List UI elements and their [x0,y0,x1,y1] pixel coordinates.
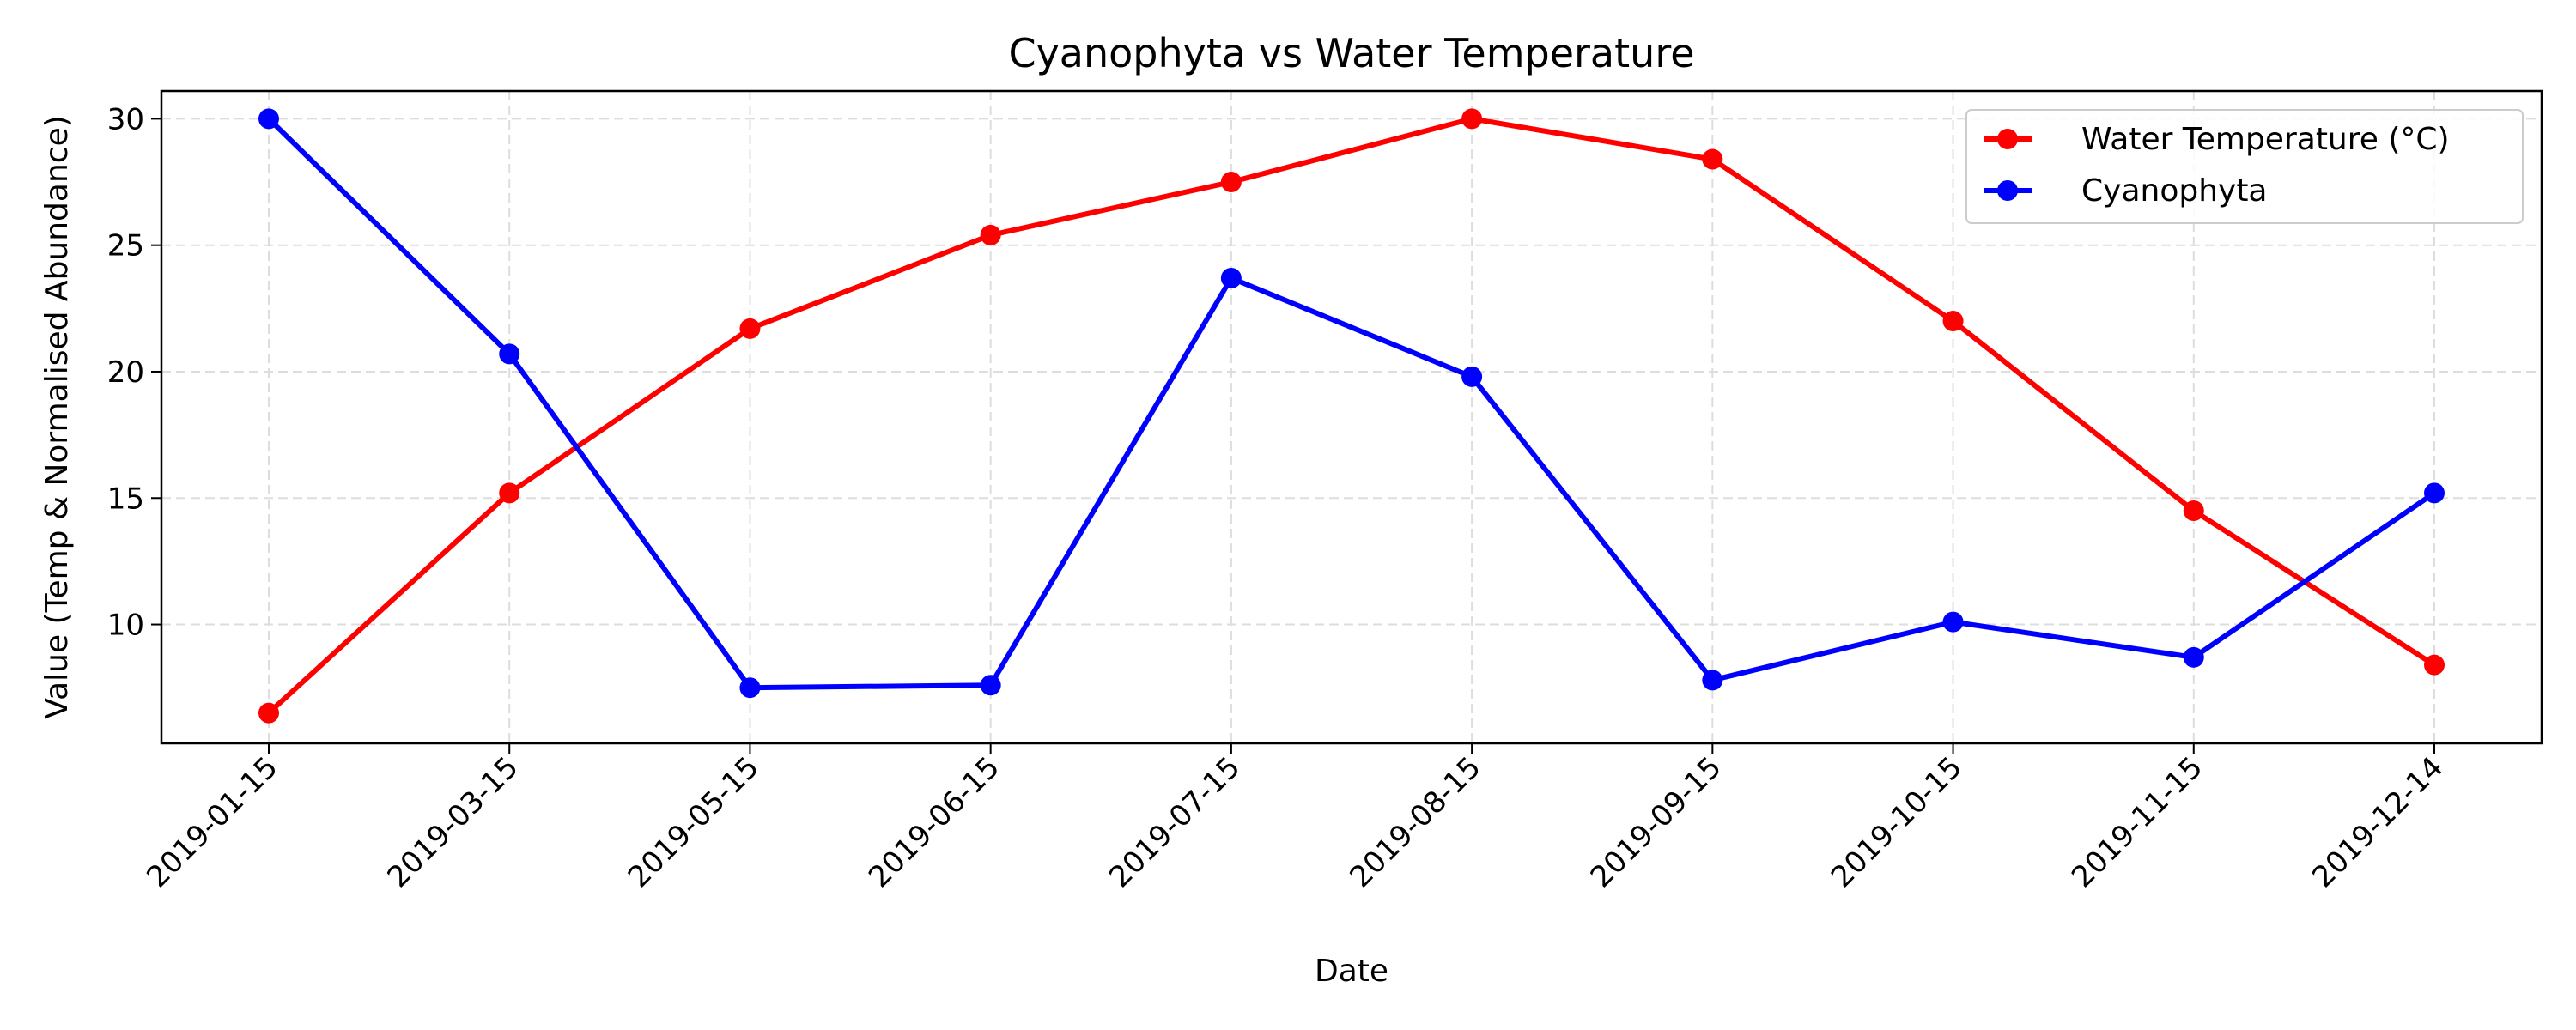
x-tick-label: 2019-07-15 [1103,750,1247,894]
data-point [1461,366,1483,387]
legend-item: Water Temperature (°C) [1984,122,2450,157]
y-tick-label: 30 [107,102,144,136]
x-axis-label: Date [1315,954,1388,989]
x-tick-label: 2019-12-14 [2306,750,2450,894]
data-point [499,343,520,365]
data-point [1220,172,1242,193]
legend: Water Temperature (°C) Cyanophyta [1965,109,2524,224]
series-2 [258,108,2445,699]
legend-marker [1997,180,2018,201]
legend-marker [1997,129,2018,149]
y-tick-label: 25 [107,229,144,264]
data-point [2183,646,2204,668]
data-point [258,108,279,130]
data-point [739,318,761,339]
x-tick-label: 2019-10-15 [1825,750,1969,894]
data-point [2183,500,2204,521]
series-line [266,116,2436,715]
data-point [1942,611,1964,633]
y-tick-label: 15 [107,482,144,516]
data-point [499,482,520,504]
data-point [980,224,1001,245]
legend-item: Cyanophyta [1984,173,2268,209]
data-point [2424,482,2445,504]
x-tick-label: 2019-03-15 [381,750,526,894]
data-point [739,677,761,699]
x-tick-label: 2019-01-15 [140,750,284,894]
data-point [1702,670,1723,691]
x-tick-label: 2019-08-15 [1343,750,1487,894]
y-axis-label: Value (Temp & Normalised Abundance) [39,115,75,719]
legend-label: Water Temperature (°C) [2081,122,2450,157]
data-point [258,702,279,724]
data-point [980,675,1001,696]
series-layer [258,108,2445,724]
series-1 [258,108,2445,724]
series-line [266,117,2436,691]
legend-box [1965,109,2524,224]
legend-label: Cyanophyta [2081,173,2268,209]
y-tick-label: 20 [107,355,144,390]
data-point [1702,148,1723,170]
data-point [2424,654,2445,676]
data-point [1942,311,1964,332]
x-tick-label: 2019-06-15 [862,750,1006,894]
data-point [1220,267,1242,288]
plot-area-frame [160,89,2543,745]
x-tick-label: 2019-05-15 [622,750,766,894]
grid [161,91,2542,743]
y-tick-label: 10 [107,609,144,643]
x-tick-label: 2019-09-15 [1584,750,1728,894]
data-point [1461,108,1483,130]
chart-title: Cyanophyta vs Water Temperature [1008,30,1694,76]
x-tick-label: 2019-11-15 [2065,750,2209,894]
